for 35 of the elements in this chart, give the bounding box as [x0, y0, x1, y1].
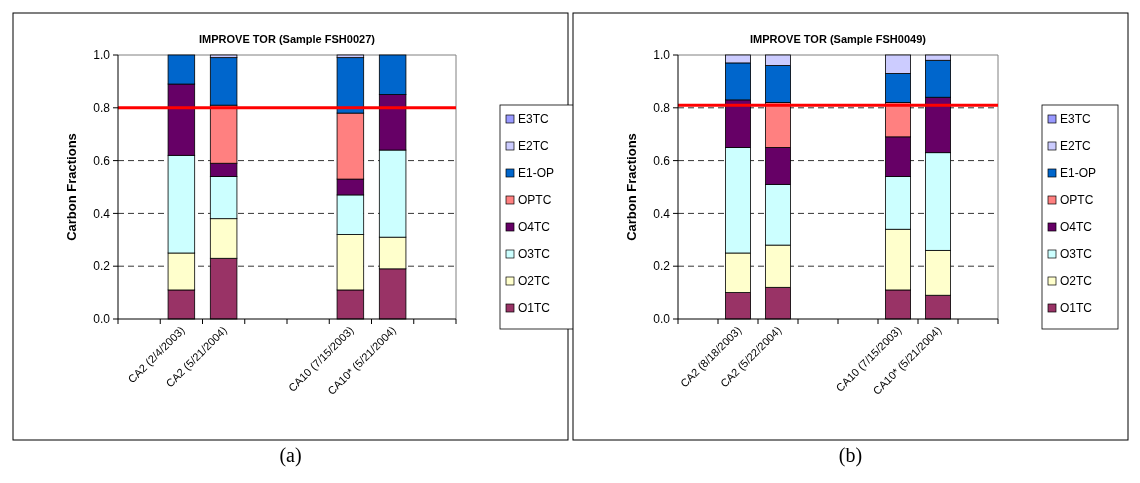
y-axis-title: Carbon Fractions: [64, 133, 79, 241]
legend-label: O1TC: [1060, 301, 1093, 316]
legend-label: E2TC: [518, 139, 550, 154]
y-tick-label: 0.4: [93, 206, 111, 221]
legend-label: O2TC: [1060, 274, 1093, 289]
chart-title: IMPROVE TOR (Sample FSH0049): [750, 33, 927, 45]
y-tick-label: 0.0: [93, 312, 111, 327]
y-tick-label: 0.6: [653, 153, 671, 168]
legend-label: E1-OP: [518, 166, 555, 181]
legend-label: O3TC: [1060, 247, 1093, 262]
y-tick-label: 0.2: [93, 259, 111, 274]
text: (a): [279, 444, 302, 467]
legend-label: E3TC: [518, 112, 550, 127]
y-tick-label: 0.2: [653, 259, 671, 274]
y-tick-label: 0.6: [93, 153, 111, 168]
legend-label: OPTC: [518, 193, 552, 208]
legend-label: O4TC: [1060, 220, 1093, 235]
y-tick-label: 0.8: [93, 101, 111, 115]
bar: [209, 57, 238, 106]
y-tick-label: 0.0: [653, 312, 671, 327]
legend-label: E2TC: [1060, 139, 1092, 154]
legend-label: OPTC: [1060, 193, 1094, 208]
chart-title: IMPROVE TOR (Sample FSH0027): [199, 33, 376, 45]
y-tick-label: 0.4: [653, 206, 671, 221]
legend-label: E1-OP: [1060, 166, 1097, 181]
legend-label: E3TC: [1060, 112, 1092, 127]
text: (b): [838, 444, 863, 467]
y-tick-label: 0.8: [653, 101, 671, 115]
y-axis-title: Carbon Fractions: [624, 133, 639, 241]
legend-label: O1TC: [518, 301, 551, 316]
legend-label: O3TC: [518, 247, 551, 262]
y-tick-label: 1.0: [653, 48, 671, 63]
y-tick-label: 1.0: [93, 48, 111, 63]
legend-label: O2TC: [518, 274, 551, 289]
legend-label: O4TC: [518, 220, 551, 235]
